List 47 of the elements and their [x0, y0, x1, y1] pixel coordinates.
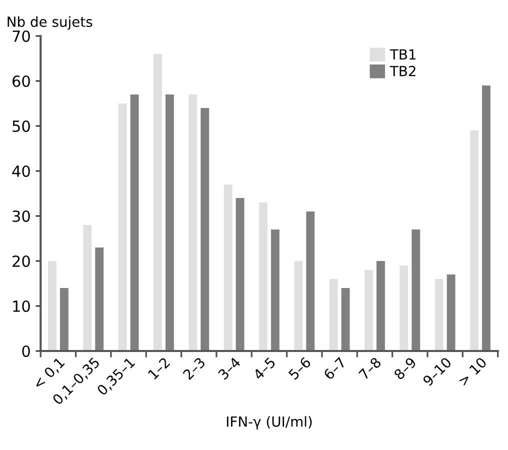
bar [412, 230, 420, 351]
bar [188, 94, 198, 351]
bar [95, 248, 104, 351]
bar [306, 212, 315, 351]
y-tick-label: 10 [13, 300, 30, 312]
legend-label: TB2 [390, 66, 416, 76]
bar [364, 270, 373, 351]
bar [130, 94, 139, 351]
bar [271, 230, 280, 351]
bar [48, 261, 56, 351]
x-tick-label: 2–3 [182, 356, 206, 380]
y-tick-label: 20 [12, 255, 30, 268]
x-tick-label: 5–6 [288, 356, 312, 380]
bar [470, 130, 478, 351]
y-tick-label: 70 [12, 30, 30, 42]
y-tick-label: 0 [22, 345, 30, 358]
x-axis-title: IFN-γ (UI/ml) [226, 416, 312, 430]
x-tick-label: 6–7 [323, 356, 346, 380]
bar [400, 266, 408, 351]
legend-label: TB1 [390, 49, 416, 60]
bar [482, 86, 490, 351]
bar [446, 274, 456, 351]
y-axis-title: Nb de sujets [8, 16, 92, 30]
bar [200, 108, 210, 351]
bar [434, 279, 444, 351]
bar [83, 225, 92, 351]
bar [341, 288, 350, 351]
x-tick-label: 3–4 [218, 356, 242, 380]
y-tick-label: 40 [12, 165, 30, 178]
x-tick-label: > 10 [458, 356, 488, 386]
bar [329, 279, 338, 351]
bar [236, 198, 244, 351]
bar [294, 261, 303, 351]
x-tick-label: 4–5 [252, 357, 276, 380]
x-tick-label: 8–9 [393, 356, 417, 380]
y-tick-label: 50 [12, 120, 30, 132]
bar [224, 184, 232, 351]
bar [165, 94, 174, 351]
y-tick-label: 30 [12, 210, 30, 222]
bar [376, 261, 385, 351]
bar [154, 54, 162, 351]
bar [259, 202, 268, 351]
x-tick-label: 7–8 [358, 356, 382, 380]
x-tick-label: 1–2 [148, 357, 170, 380]
bar [118, 104, 127, 351]
bar [60, 288, 68, 351]
y-tick-label: 60 [12, 75, 30, 88]
